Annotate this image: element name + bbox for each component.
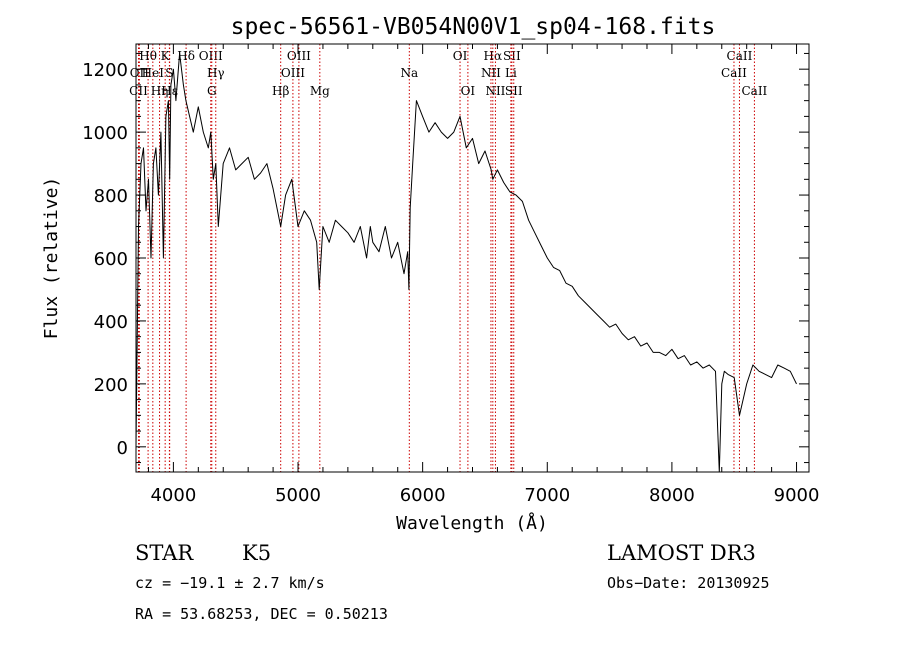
x-tick-label-5: 9000 bbox=[774, 485, 820, 506]
x-tick-label-0: 4000 bbox=[150, 485, 196, 506]
line-marker-label-9: OIII bbox=[199, 49, 223, 63]
x-axis-ticks: 4000 5000 6000 7000 8000 9000 bbox=[147, 44, 820, 506]
line-marker-label-3: HeI bbox=[142, 66, 165, 80]
line-marker-label-17: OI bbox=[453, 49, 468, 63]
spectrum-series bbox=[135, 52, 797, 473]
y-axis-ticks: 0 200 400 600 800 1000 1200 bbox=[82, 52, 809, 464]
line-marker-label-18: OI bbox=[461, 84, 476, 98]
line-marker-label-7: Hε bbox=[161, 84, 178, 98]
redshift-text: cz = −19.1 ± 2.7 km/s bbox=[135, 574, 325, 592]
line-marker-label-26: CaII bbox=[721, 66, 747, 80]
observation-date: Obs−Date: 20130925 bbox=[607, 574, 770, 592]
line-marker-label-16: Na bbox=[400, 66, 418, 80]
line-marker-label-19: Hα bbox=[484, 49, 503, 63]
x-tick-label-1: 5000 bbox=[275, 485, 321, 506]
line-marker-label-14: Hβ bbox=[272, 84, 289, 98]
line-marker-label-24: SII bbox=[505, 84, 523, 98]
coordinates-text: RA = 53.68253, DEC = 0.50213 bbox=[135, 605, 388, 623]
survey-name: LAMOST DR3 bbox=[607, 541, 756, 565]
line-marker-label-27: CaII bbox=[741, 84, 767, 98]
y-tick-label-0: 0 bbox=[117, 438, 128, 459]
line-marker-label-20: SII bbox=[503, 49, 521, 63]
line-marker-label-23: NII bbox=[485, 84, 505, 98]
x-tick-label-3: 7000 bbox=[524, 485, 570, 506]
y-tick-label-2: 400 bbox=[94, 312, 128, 333]
line-marker-label-22: Li bbox=[505, 66, 517, 80]
line-marker-label-2: CII bbox=[129, 84, 148, 98]
y-tick-label-5: 1000 bbox=[82, 123, 128, 144]
line-marker-label-0: Hθ bbox=[139, 49, 157, 63]
line-marker-label-5: K bbox=[161, 49, 171, 63]
y-tick-label-4: 800 bbox=[94, 186, 128, 207]
object-class: STAR bbox=[135, 541, 194, 565]
spectrum-line bbox=[135, 52, 797, 473]
chart-title: spec-56561-VB054N00V1_sp04-168.fits bbox=[231, 14, 716, 40]
line-marker-label-21: NII bbox=[481, 66, 501, 80]
line-marker-label-4: Hη bbox=[151, 84, 169, 98]
plot-frame bbox=[135, 43, 810, 473]
x-tick-label-2: 6000 bbox=[400, 485, 446, 506]
x-tick-label-4: 8000 bbox=[649, 485, 695, 506]
line-marker-label-13: OIII bbox=[281, 66, 305, 80]
line-marker-label-15: Mg bbox=[310, 84, 330, 98]
line-marker-label-8: Hδ bbox=[177, 49, 195, 63]
y-axis-label: Flux (relative) bbox=[41, 177, 62, 340]
line-marker-label-25: CaII bbox=[727, 49, 753, 63]
object-subclass: K5 bbox=[242, 541, 271, 565]
y-tick-label-3: 600 bbox=[94, 249, 128, 270]
emission-line-markers: HθOIICIIHeIHηKSHεHδOIIIHγGOIIIOIIIHβMgNa… bbox=[129, 44, 768, 472]
line-marker-label-12: OIII bbox=[287, 49, 311, 63]
line-marker-label-11: G bbox=[207, 84, 217, 98]
x-axis-label: Wavelength (Å) bbox=[396, 512, 548, 534]
line-marker-label-10: Hγ bbox=[207, 66, 225, 80]
y-tick-label-1: 200 bbox=[94, 375, 128, 396]
y-tick-label-6: 1200 bbox=[82, 60, 128, 81]
